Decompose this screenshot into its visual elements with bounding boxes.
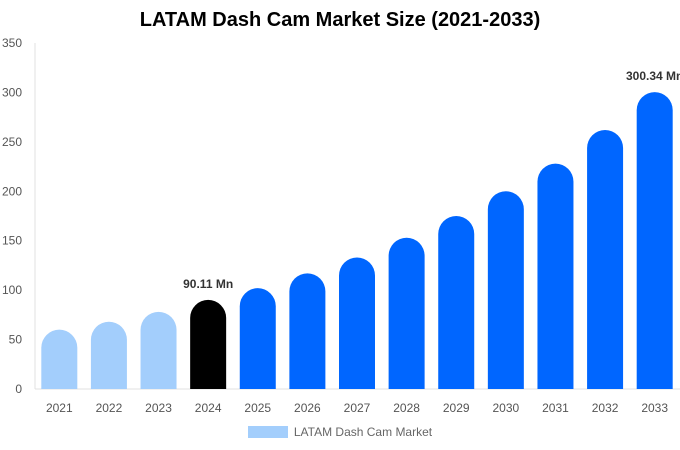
bar-2033 [636,92,673,389]
x-tick-label: 2033 [641,401,668,415]
bar-2029 [438,216,475,389]
x-tick-label: 2023 [145,401,172,415]
x-tick-label: 2030 [492,401,519,415]
data-label-2033: 300.34 Mn [626,69,680,83]
legend-swatch [247,426,288,438]
bar-2025 [239,288,276,389]
x-tick-label: 2025 [244,401,271,415]
y-tick-label: 350 [2,36,22,50]
y-tick-label: 100 [2,283,22,297]
chart-title: LATAM Dash Cam Market Size (2021-2033) [139,9,541,31]
bar-2023 [140,311,177,389]
bar-2021 [41,329,78,389]
bar-2028 [388,237,425,389]
x-tick-label: 2021 [46,401,73,415]
data-label-2024: 90.11 Mn [183,277,233,291]
x-tick-label: 2029 [443,401,470,415]
x-tick-label: 2027 [344,401,371,415]
x-tick-label: 2032 [592,401,619,415]
x-tick-label: 2031 [542,401,569,415]
legend: LATAM Dash Cam Market [0,425,680,439]
bar-2026 [289,273,326,389]
x-tick-label: 2028 [393,401,420,415]
bar-2027 [339,257,375,389]
bar-2024 [190,299,227,389]
y-tick-label: 150 [2,234,22,248]
bar-2030 [487,191,524,389]
x-tick-label: 2026 [294,401,321,415]
bar-2022 [90,321,127,389]
y-tick-label: 200 [2,184,22,198]
y-tick-label: 0 [15,382,22,396]
bar-2032 [587,129,624,389]
x-tick-label: 2024 [195,401,222,415]
y-tick-label: 50 [9,333,23,347]
y-tick-label: 300 [2,85,22,99]
legend-label: LATAM Dash Cam Market [293,425,433,439]
x-tick-label: 2022 [96,401,123,415]
y-tick-label: 250 [2,135,22,149]
bar-2031 [537,163,574,389]
